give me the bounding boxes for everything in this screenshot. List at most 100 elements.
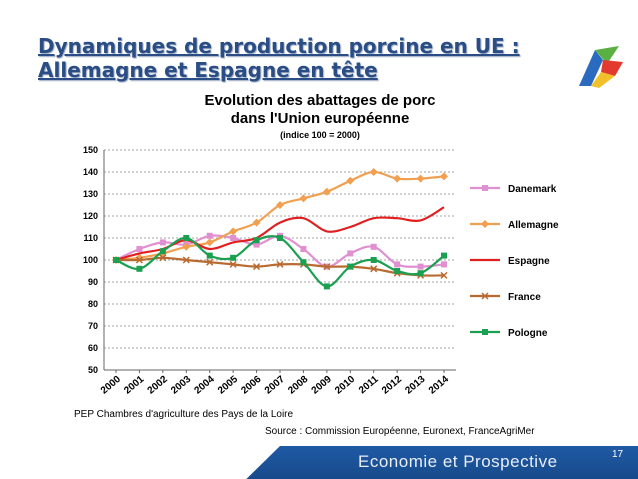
data-point [323,283,330,290]
data-point [300,246,307,252]
data-point [253,263,261,271]
footer-label: Economie et Prospective [358,452,558,471]
y-tick-label: 60 [88,343,98,353]
x-tick-label: 2006 [239,374,263,397]
y-tick-label: 100 [83,255,98,265]
series-france [112,254,448,279]
data-point-stroke [229,260,237,268]
legend-label: Allemagne [508,220,559,231]
y-tick-label: 90 [88,277,98,287]
x-tick-label: 2013 [403,374,427,397]
data-point-stroke [253,263,261,271]
data-point [182,256,190,264]
data-point [206,252,213,259]
data-point [440,172,448,181]
x-tick-label: 2002 [146,374,170,397]
y-tick-label: 130 [83,189,98,199]
x-tick-label: 2003 [169,374,193,397]
data-point [323,263,331,271]
data-point [159,239,166,246]
legend-item-danemark: Danemark [470,184,557,195]
data-point [482,185,488,191]
data-point [206,258,214,266]
data-point-stroke [323,263,331,271]
data-point [347,263,354,270]
data-point [417,270,424,277]
data-point-stroke [440,271,448,279]
data-point [440,271,448,279]
x-tick-label: 2014 [427,374,451,397]
data-point [441,261,447,268]
data-point [229,260,237,268]
data-point [182,242,191,251]
slide-title-line2: Allemagne et Espagne en tête [38,58,378,82]
data-point [206,232,213,239]
data-point [370,243,377,250]
data-point [394,268,401,274]
slide-title-line1: Dynamiques de production porcine en UE : [38,34,520,58]
x-tick-label: 2004 [193,374,217,397]
legend-item-france: France [470,292,541,303]
data-point [136,246,143,252]
page-number: 17 [612,449,624,460]
data-point [482,329,488,335]
x-tick-labels: 2000 2001 2002 2003 2004 2005 2006 2007 2008 2009… [99,374,451,397]
chart-title: Evolution des abattages de porc dans l'U… [175,92,465,128]
data-point-stroke [159,254,167,262]
data-point-stroke [206,258,214,266]
data-point [441,252,447,259]
data-point [416,174,425,183]
source-note: Source : Commission Européenne, Euronext… [265,426,535,437]
x-tick-label: 2001 [122,374,146,397]
data-point [299,194,308,203]
x-tick-label: 2011 [357,374,381,397]
y-tick-label: 110 [83,233,98,243]
data-point-stroke [276,260,284,268]
data-point [393,174,402,183]
chart-series [112,168,448,290]
y-tick-label: 140 [83,167,98,177]
chamber-logo-icon [579,46,623,88]
data-point [300,259,307,266]
data-point [229,227,238,236]
data-point [113,257,119,263]
data-point [252,218,261,227]
data-point [346,176,355,185]
data-point [369,168,378,176]
series-pologne [113,235,447,290]
data-point [159,248,166,255]
y-tick-label: 70 [88,321,98,331]
data-point [481,220,489,228]
y-tick-label: 150 [83,145,98,155]
data-point [183,235,190,241]
data-point [322,187,331,196]
chart-title-line2: dans l'Union européenne [230,110,410,127]
chart-legend: Danemark Allemagne Espagne France Pologne [470,184,559,339]
x-tick-label: 2012 [380,374,404,397]
producer-note: PEP Chambres d'agriculture des Pays de l… [74,409,294,420]
slide-title: Dynamiques de production porcine en UE :… [38,34,578,82]
data-point [253,241,260,248]
chart-axes [103,150,456,373]
data-point [205,238,214,247]
data-point [370,257,377,263]
chart-grid [104,149,456,371]
x-tick-label: 2007 [263,374,287,397]
data-point [276,201,284,209]
x-tick-label: 2000 [99,374,123,397]
chart-title-line1: Evolution des abattages de porc [204,92,436,109]
y-tick-labels: 50 60 70 80 90 100 110 120 130 140 150 [83,145,98,375]
legend-label: France [508,292,541,303]
data-point [347,250,354,257]
legend-label: Danemark [508,184,557,195]
data-point [276,260,284,268]
y-tick-label: 120 [83,211,98,221]
footer-bar [0,446,638,479]
x-tick-label: 2010 [333,374,357,397]
legend-item-pologne: Pologne [470,328,548,339]
data-point [135,256,143,264]
data-point [136,265,143,272]
data-point [159,254,167,262]
x-tick-label: 2008 [286,374,310,397]
